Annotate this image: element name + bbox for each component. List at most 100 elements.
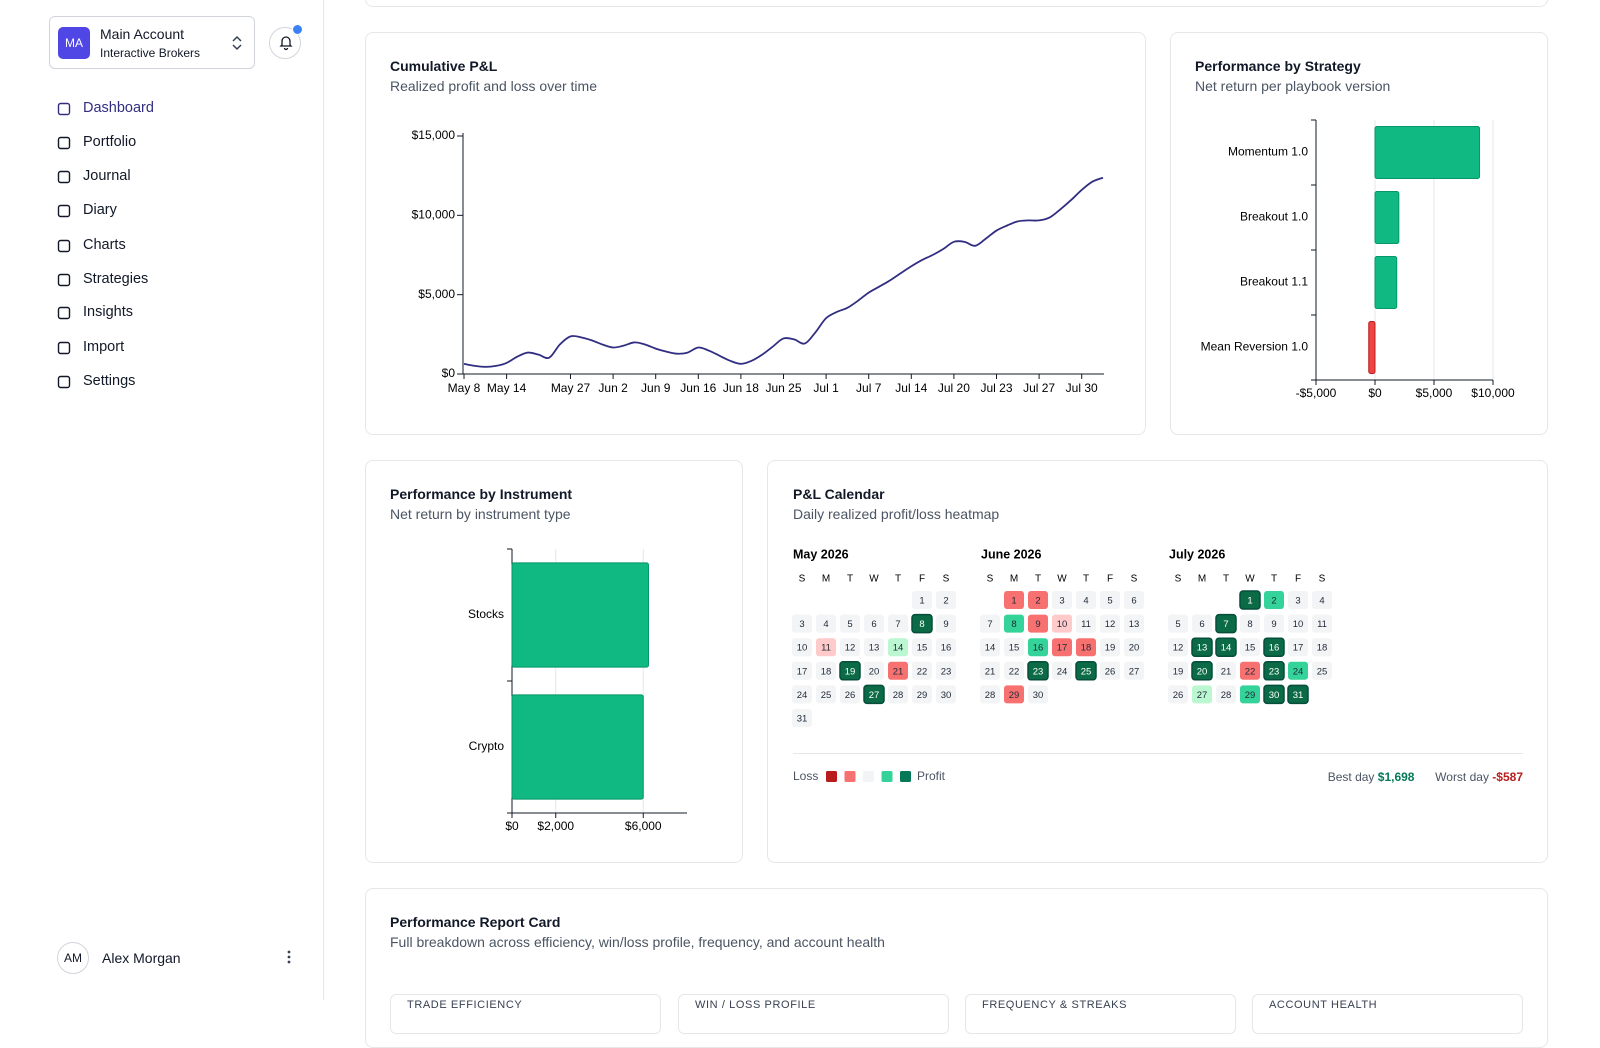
weekday-label: M — [1010, 574, 1018, 585]
section-title: ACCOUNT HEALTH — [1269, 999, 1378, 1011]
nav-item[interactable]: Import — [56, 336, 306, 360]
y-tick-label: Stocks — [468, 607, 504, 621]
x-tick-label: May 14 — [487, 381, 527, 395]
day-cell — [1124, 614, 1144, 633]
day-number: 30 — [1033, 690, 1044, 701]
y-tick-label: Breakout 1.1 — [1240, 275, 1308, 289]
day-number: 31 — [1293, 690, 1304, 701]
day-number: 3 — [1059, 596, 1064, 607]
nav-item[interactable]: Charts — [56, 234, 306, 258]
account-avatar: MA — [58, 27, 90, 59]
weekday-label: T — [1271, 574, 1277, 585]
day-cell — [1168, 661, 1188, 680]
day-cell — [888, 661, 908, 680]
day-number: 28 — [893, 690, 904, 701]
nav-icon — [57, 204, 71, 218]
notification-dot — [292, 24, 303, 35]
more-button[interactable] — [283, 948, 295, 966]
report-section: WIN / LOSS PROFILE — [678, 994, 949, 1034]
day-cell — [816, 614, 836, 633]
weekday-label: S — [987, 574, 994, 585]
day-cell — [1312, 661, 1332, 680]
day-cell — [912, 685, 932, 704]
day-cell — [1239, 590, 1261, 610]
day-number: 25 — [1081, 666, 1092, 677]
day-number: 22 — [1009, 666, 1020, 677]
day-number: 20 — [869, 666, 880, 677]
y-tick-label: Momentum 1.0 — [1228, 145, 1308, 159]
bell-icon — [279, 36, 293, 51]
day-cell — [1052, 638, 1072, 657]
day-number: 28 — [1221, 690, 1232, 701]
day-cell — [1240, 614, 1260, 633]
x-tick-label: Jun 16 — [680, 381, 716, 395]
day-cell — [1240, 638, 1260, 657]
account-switcher[interactable]: MA Main Account Interactive Brokers — [49, 16, 255, 69]
day-number: 3 — [799, 619, 804, 630]
x-tick-label: Jul 23 — [980, 381, 1012, 395]
day-cell — [1052, 614, 1072, 633]
weekday-label: M — [1198, 574, 1206, 585]
day-number: 27 — [1129, 666, 1140, 677]
day-cell — [864, 661, 884, 680]
notification-button[interactable] — [269, 24, 303, 59]
nav-item[interactable]: Journal — [56, 165, 306, 189]
day-number: 2 — [943, 596, 948, 607]
day-number: 7 — [1223, 619, 1228, 630]
day-cell — [1215, 613, 1237, 634]
day-number: 29 — [1245, 690, 1256, 701]
day-cell — [864, 638, 884, 657]
nav-label: Diary — [83, 202, 117, 218]
day-number: 10 — [1293, 619, 1304, 630]
day-number: 25 — [821, 690, 832, 701]
day-number: 6 — [871, 619, 876, 630]
account-broker: Interactive Brokers — [100, 46, 201, 60]
day-number: 15 — [1245, 643, 1256, 654]
nav-label: Dashboard — [83, 100, 154, 116]
report-section: ACCOUNT HEALTH — [1252, 994, 1523, 1034]
weekday-label: M — [822, 574, 830, 585]
card-title: Performance by Strategy — [1195, 58, 1361, 74]
x-tick-label: $0 — [505, 819, 519, 833]
day-number: 4 — [823, 619, 828, 630]
day-number: 26 — [1173, 690, 1184, 701]
nav-icon — [57, 102, 71, 116]
x-tick-label: May 27 — [551, 381, 591, 395]
x-tick-label: Jul 30 — [1066, 381, 1098, 395]
day-number: 19 — [1173, 666, 1184, 677]
day-number: 26 — [1105, 666, 1116, 677]
nav-item[interactable]: Dashboard — [56, 97, 306, 121]
nav-item[interactable]: Diary — [56, 199, 306, 223]
day-number: 13 — [1129, 619, 1140, 630]
day-number: 18 — [1081, 643, 1092, 654]
day-cell — [980, 661, 1000, 680]
nav-item[interactable]: Settings — [56, 370, 306, 394]
day-number: 12 — [1105, 619, 1116, 630]
day-cell — [1240, 661, 1260, 680]
day-cell — [839, 661, 861, 681]
day-cell — [863, 684, 885, 705]
nav-item[interactable]: Portfolio — [56, 131, 306, 155]
day-cell — [1168, 638, 1188, 657]
weekday-label: W — [1245, 574, 1255, 585]
x-tick-label: $0 — [1368, 386, 1382, 400]
nav-label: Import — [83, 339, 125, 355]
x-tick-label: May 8 — [448, 381, 481, 395]
x-tick-label: Jul 14 — [895, 381, 927, 395]
day-number: 23 — [1269, 666, 1280, 677]
calendar-divider — [793, 753, 1523, 754]
bar — [511, 694, 644, 800]
day-number: 24 — [797, 690, 808, 701]
day-number: 21 — [985, 666, 996, 677]
weekday-label: T — [1083, 574, 1089, 585]
nav-item[interactable]: Strategies — [56, 268, 306, 292]
day-cell — [1100, 591, 1120, 609]
day-cell — [888, 614, 908, 633]
day-number: 24 — [1293, 666, 1304, 677]
user-name: Alex Morgan — [102, 950, 181, 966]
section-title: WIN / LOSS PROFILE — [695, 999, 816, 1011]
weekday-label: F — [919, 574, 925, 585]
nav-item[interactable]: Insights — [56, 301, 306, 325]
day-number: 7 — [987, 619, 992, 630]
day-cell — [1076, 614, 1096, 633]
